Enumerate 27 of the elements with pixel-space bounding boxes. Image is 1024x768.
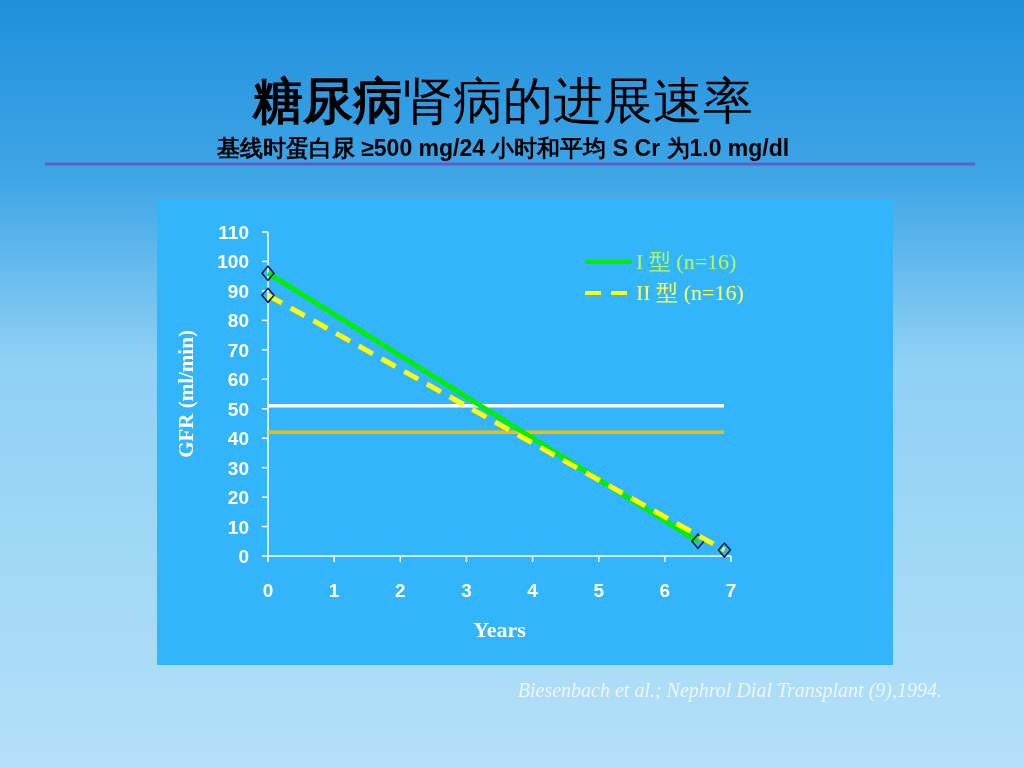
y-tick-label: 50 [227,398,249,420]
y-tick-label: 70 [227,339,249,361]
x-tick-label: 1 [328,580,340,601]
y-tick-label: 100 [217,251,249,273]
y-tick-label: 20 [227,487,249,509]
x-tick-label: 5 [593,580,605,601]
y-tick-label: 110 [218,222,249,243]
y-tick-label: 80 [227,310,249,332]
x-tick-label: 0 [262,580,274,601]
x-tick-label: 4 [527,580,539,601]
x-tick-label: 7 [725,580,737,601]
y-tick-label: 30 [227,457,249,479]
chart-subtitle: 基线时蛋白尿 ≥500 mg/24 小时和平均 S Cr 为1.0 mg/dl [215,135,790,161]
text: Biesenbach et al.; Nephrol Dial Transplant (9),1994. [517,679,942,702]
y-tick-label: 90 [227,280,249,302]
y-tick-label: 40 [227,428,249,450]
x-tick-label: 3 [461,580,472,601]
chart-title: 糖尿病肾病的进展速率 [252,73,753,129]
x-tick-label: 2 [395,580,406,601]
y-tick-label: 0 [238,546,249,567]
legend-label: II 型 (n=16) [636,280,744,305]
x-axis-title: Years [473,617,527,642]
x-tick-label: 6 [659,580,671,601]
y-tick-label: 60 [227,369,249,391]
y-axis-title: GFR (ml/min) [174,330,198,458]
y-tick-label: 10 [227,516,249,538]
legend-label: I 型 (n=16) [636,249,737,274]
